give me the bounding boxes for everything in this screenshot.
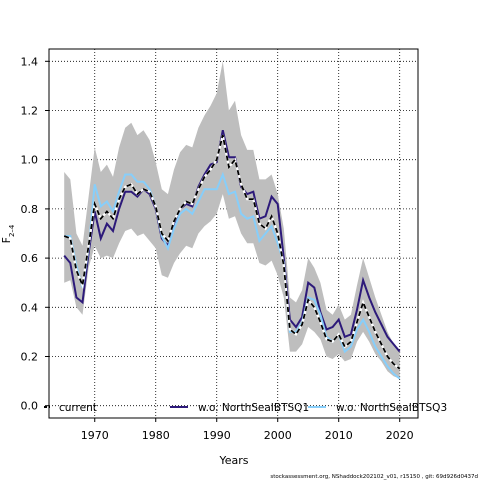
series-line-2 — [64, 171, 401, 380]
x-tick-label: 1990 — [203, 429, 231, 442]
x-tick-label: 2010 — [325, 429, 353, 442]
x-axis-label: Years — [218, 454, 248, 467]
confidence-band — [64, 61, 400, 379]
y-tick-label: 0.8 — [21, 203, 39, 216]
legend-label: w.o. NorthSeaIBTSQ1 — [198, 402, 309, 414]
y-tick-label: 1.4 — [21, 55, 39, 68]
series-lines — [63, 129, 401, 380]
footnote: stockassessment.org, NShaddock202102_v01… — [270, 474, 478, 480]
series-line-1 — [63, 129, 401, 353]
x-tick-label: 1980 — [142, 429, 170, 442]
plot-frame — [48, 48, 419, 419]
legend: current w.o. NorthSeaIBTSQ1 w.o. NorthSeaI… — [44, 402, 447, 414]
x-tick-label: 1970 — [81, 429, 109, 442]
legend-label: current — [59, 402, 97, 414]
x-tick-label: 2020 — [386, 429, 414, 442]
x-tick-label: 2000 — [264, 429, 292, 442]
y-tick-label: 1.0 — [21, 154, 39, 167]
y-axis-label: F2–4 — [0, 224, 16, 243]
y-tick-label: 0.2 — [21, 351, 39, 364]
y-axis-label-main: F — [0, 237, 13, 243]
y-axis-label-sub: 2–4 — [8, 224, 16, 237]
y-axis-ticks: 0.0 0.2 0.4 0.6 0.8 1.0 1.2 1.4 — [21, 55, 49, 413]
x-axis-ticks: 1970 1980 1990 2000 2010 2020 — [81, 418, 414, 442]
legend-label: w.o. NorthSeaIBTSQ3 — [336, 402, 447, 414]
y-tick-label: 1.2 — [21, 105, 39, 118]
y-tick-label: 0.4 — [21, 301, 39, 314]
series-line-0 — [63, 134, 401, 370]
y-tick-label: 0.0 — [21, 400, 39, 413]
y-tick-label: 0.6 — [21, 252, 39, 265]
